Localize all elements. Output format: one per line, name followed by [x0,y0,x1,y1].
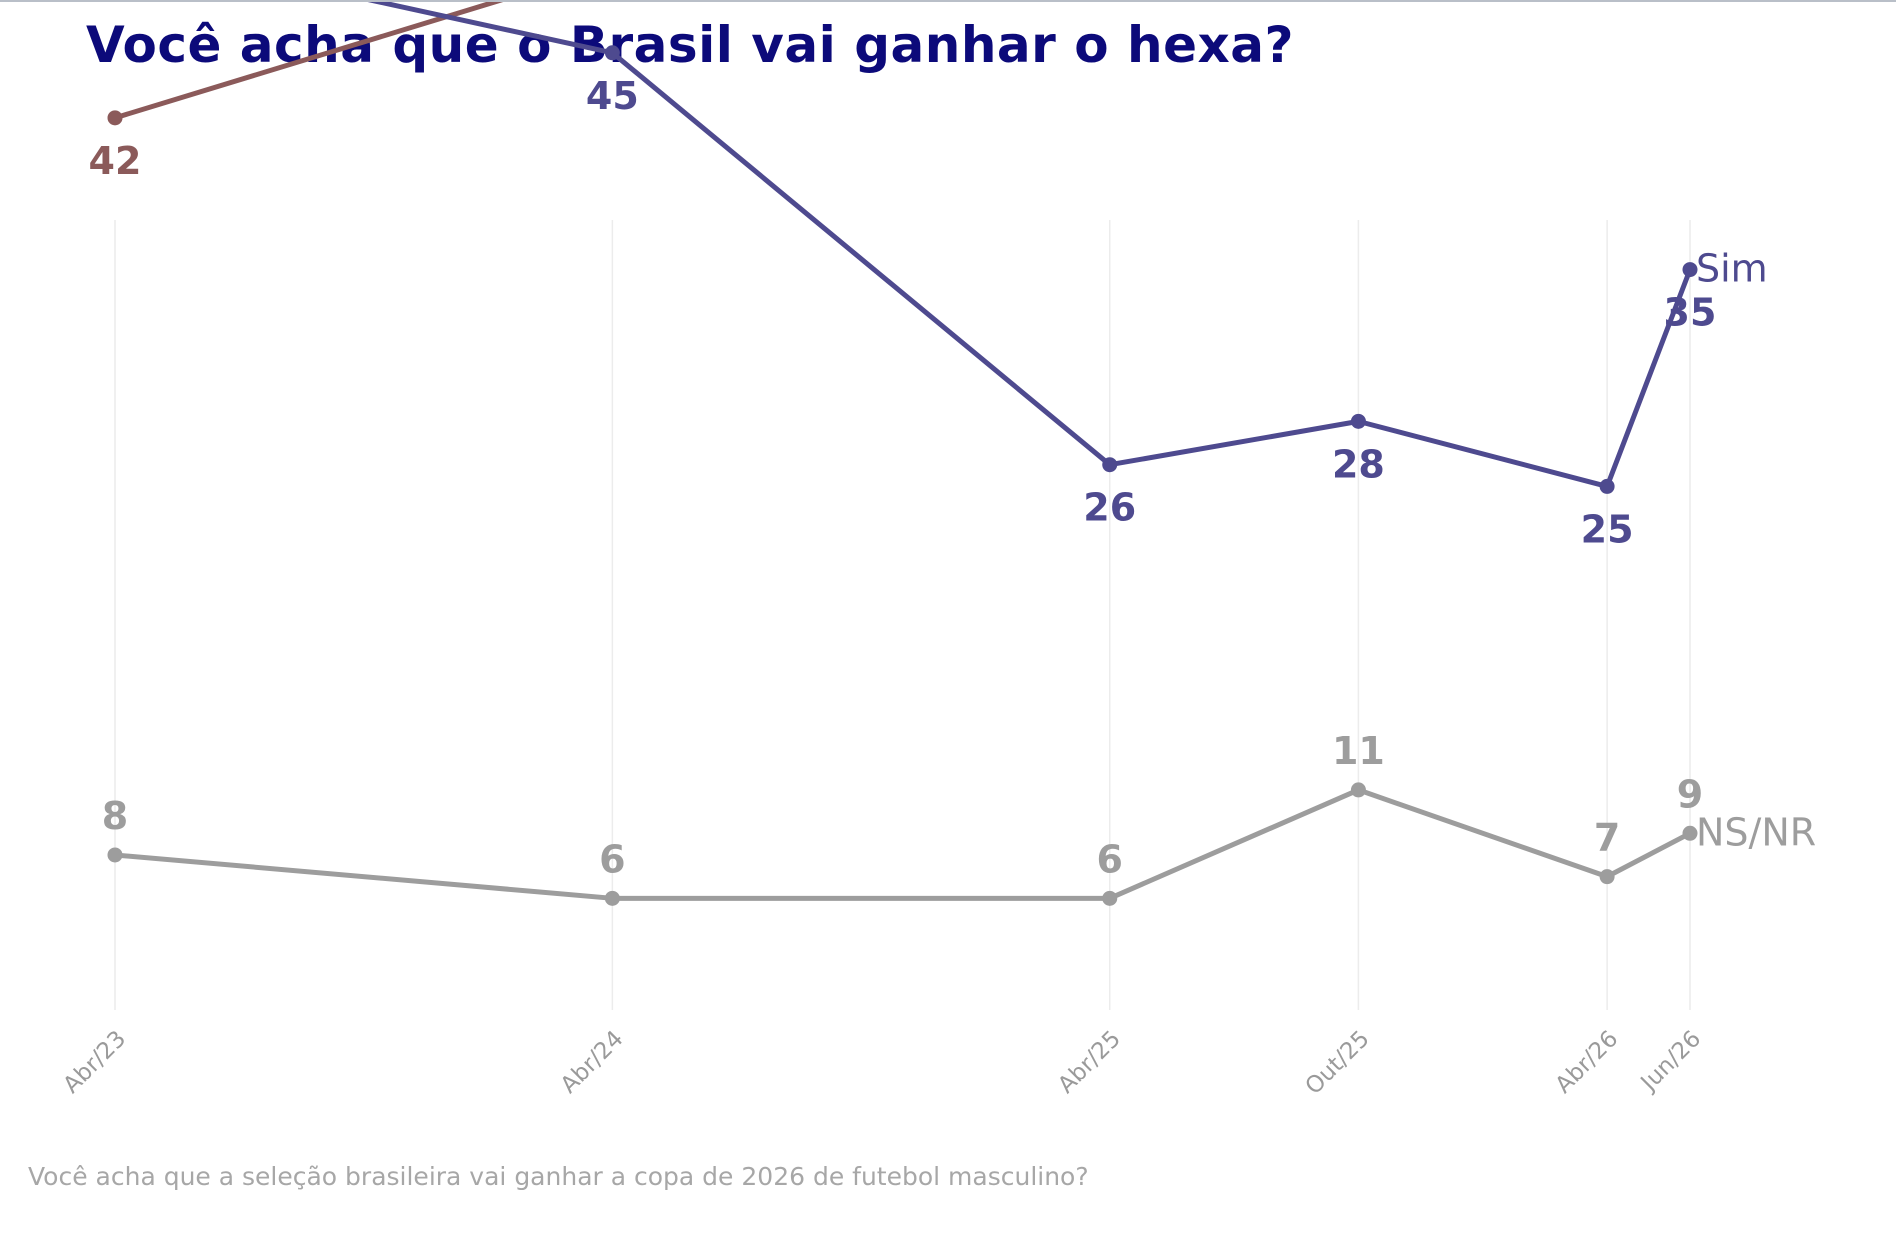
data-point-n-o [107,110,123,126]
x-axis-ticks: Abr/23 Abr/24 Abr/25 Out/25 Abr/26 Jun/26 [59,1026,1707,1100]
x-tick-label: Jun/26 [1635,1026,1706,1097]
x-tick-label: Abr/23 [59,1026,132,1099]
data-label-ns-nr: 8 [102,794,128,838]
data-point-sim [1350,413,1366,429]
data-point-ns-nr [1102,890,1118,906]
data-point-sim [1599,478,1615,494]
data-label-ns-nr: 9 [1677,772,1703,816]
data-point-ns-nr [604,890,620,906]
series-lines [112,2,1693,901]
data-label-ns-nr: 11 [1332,729,1385,773]
data-label-ns-nr: 6 [1097,837,1123,881]
series-line-n-o [112,2,504,121]
x-tick-label: Abr/24 [556,1026,629,1099]
x-tick-label: Abr/25 [1053,1026,1126,1099]
x-tick-label: Out/25 [1301,1026,1375,1100]
data-label-ns-nr: 6 [599,837,625,881]
gridlines [114,220,1691,1010]
data-point-sim [1102,457,1118,473]
data-labels: 424968616856Não504526282535Sim8661179NS/… [89,74,1817,882]
data-point-sim [604,45,620,61]
data-point-ns-nr [1682,825,1698,841]
data-label-sim: 28 [1332,442,1385,486]
data-point-ns-nr [1350,782,1366,798]
data-label-sim: 25 [1581,507,1634,551]
series-name-ns-nr: NS/NR [1696,810,1816,854]
data-label-sim: 26 [1083,486,1136,530]
series-line-ns-nr [112,787,1693,901]
data-label-ns-nr: 7 [1594,816,1620,860]
data-point-ns-nr [107,847,123,863]
data-label-sim: 45 [586,74,639,118]
data-point-ns-nr [1599,869,1615,885]
chart-subtitle: Você acha que a seleção brasileira vai g… [28,1162,1089,1191]
series-line-sim [367,2,1693,489]
data-point-sim [1682,262,1698,278]
series-name-sim: Sim [1696,247,1768,291]
data-label-sim: 35 [1664,291,1717,335]
data-label-n-o: 42 [89,139,142,183]
data-points [107,45,1698,906]
x-tick-label: Abr/26 [1551,1026,1624,1099]
